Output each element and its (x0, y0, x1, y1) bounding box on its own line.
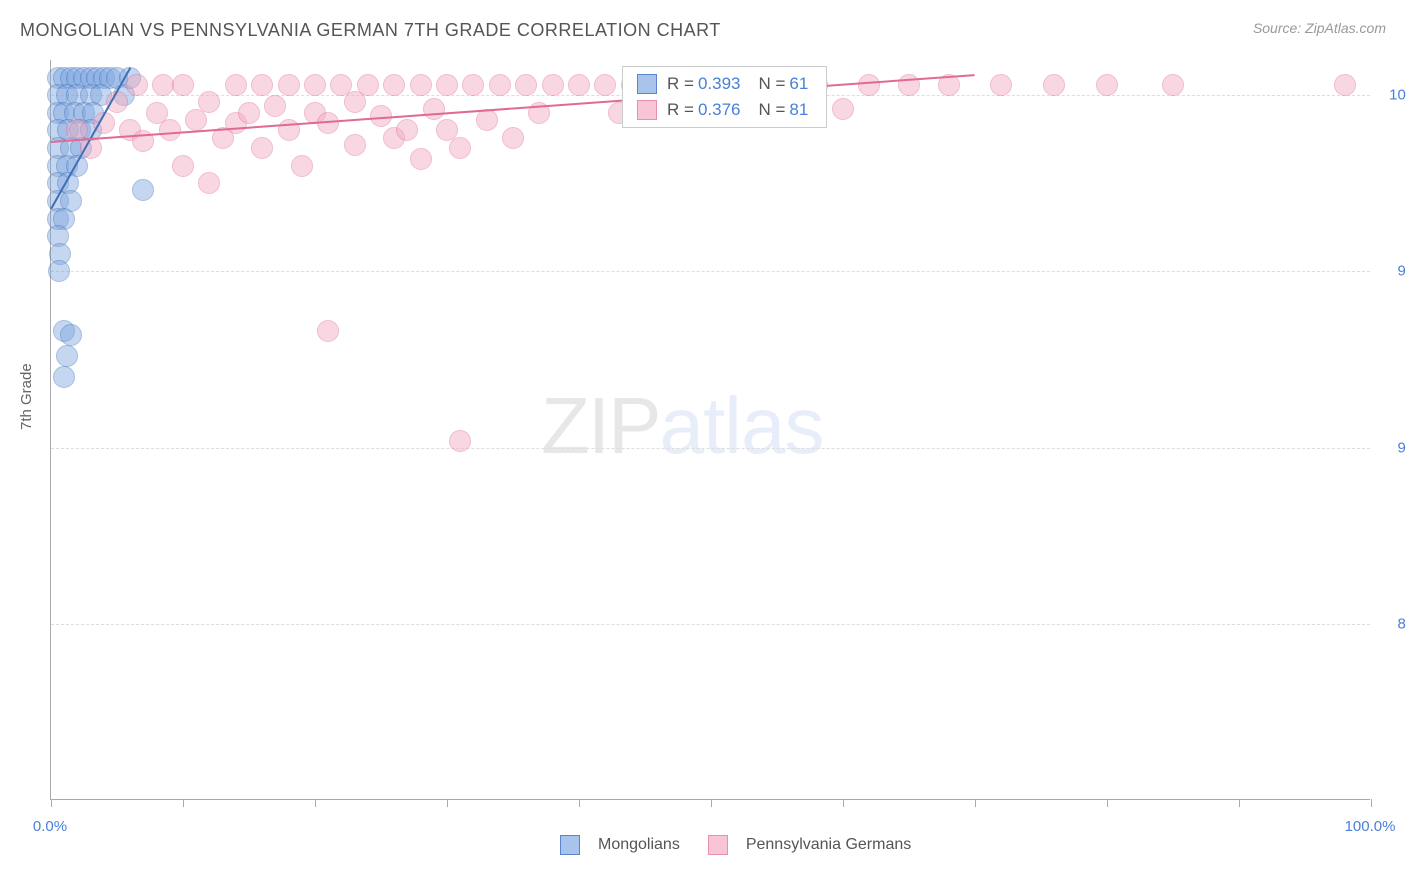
scatter-point (449, 137, 471, 159)
legend-r-value: 0.376 (698, 100, 741, 120)
x-tick (579, 799, 580, 807)
scatter-point (383, 74, 405, 96)
scatter-point (56, 345, 78, 367)
bottom-legend-label: Pennsylvania Germans (746, 836, 911, 854)
scatter-point (198, 172, 220, 194)
scatter-point (278, 74, 300, 96)
x-tick (1371, 799, 1372, 807)
scatter-point (357, 74, 379, 96)
y-tick-label: 100.0% (1380, 87, 1406, 104)
scatter-point (152, 74, 174, 96)
y-tick-label: 90.0% (1380, 439, 1406, 456)
legend-r-label: R = (667, 74, 694, 94)
scatter-point (1162, 74, 1184, 96)
y-tick-label: 85.0% (1380, 615, 1406, 632)
scatter-point (410, 74, 432, 96)
scatter-point (126, 74, 148, 96)
scatter-point (898, 74, 920, 96)
legend-r-label: R = (667, 100, 694, 120)
scatter-point (172, 74, 194, 96)
legend-n-value: 81 (789, 100, 808, 120)
legend-row: R = 0.376 N = 81 (623, 97, 826, 123)
x-tick (51, 799, 52, 807)
scatter-point (304, 74, 326, 96)
y-tick-label: 95.0% (1380, 263, 1406, 280)
scatter-point (832, 98, 854, 120)
gridline (51, 624, 1370, 625)
correlation-legend-box: R = 0.393 N = 61 R = 0.376 N = 81 (622, 66, 827, 128)
scatter-point (172, 155, 194, 177)
scatter-point (476, 109, 498, 131)
scatter-point (317, 320, 339, 342)
plot-area: ZIPatlas 85.0%90.0%95.0%100.0% (50, 60, 1370, 800)
chart-container: MONGOLIAN VS PENNSYLVANIA GERMAN 7TH GRA… (0, 0, 1406, 892)
scatter-point (159, 119, 181, 141)
bottom-legend-item: Mongolians (560, 835, 680, 855)
scatter-point (1096, 74, 1118, 96)
legend-swatch (560, 835, 580, 855)
x-tick-label: 100.0% (1345, 818, 1396, 835)
scatter-point (198, 91, 220, 113)
y-axis-label: 7th Grade (18, 363, 35, 430)
scatter-point (1043, 74, 1065, 96)
scatter-point (344, 134, 366, 156)
legend-r-value: 0.393 (698, 74, 741, 94)
bottom-legend-item: Pennsylvania Germans (708, 835, 911, 855)
scatter-point (53, 366, 75, 388)
x-tick (447, 799, 448, 807)
x-tick (1239, 799, 1240, 807)
legend-n-label: N = (758, 100, 785, 120)
scatter-point (48, 260, 70, 282)
scatter-point (396, 119, 418, 141)
scatter-point (60, 324, 82, 346)
scatter-point (858, 74, 880, 96)
scatter-point (542, 74, 564, 96)
scatter-point (515, 74, 537, 96)
scatter-point (291, 155, 313, 177)
scatter-point (489, 74, 511, 96)
gridline (51, 271, 1370, 272)
scatter-point (132, 179, 154, 201)
scatter-point (238, 102, 260, 124)
bottom-legend-label: Mongolians (598, 836, 680, 854)
x-tick (975, 799, 976, 807)
gridline (51, 448, 1370, 449)
scatter-point (449, 430, 471, 452)
scatter-point (410, 148, 432, 170)
x-tick (183, 799, 184, 807)
scatter-point (225, 74, 247, 96)
x-tick (711, 799, 712, 807)
scatter-point (251, 137, 273, 159)
legend-swatch (708, 835, 728, 855)
chart-title: MONGOLIAN VS PENNSYLVANIA GERMAN 7TH GRA… (20, 20, 721, 41)
legend-swatch (637, 74, 657, 94)
series-legend: Mongolians Pennsylvania Germans (560, 835, 911, 855)
scatter-point (264, 95, 286, 117)
x-tick (843, 799, 844, 807)
scatter-point (502, 127, 524, 149)
legend-n-value: 61 (789, 74, 808, 94)
scatter-point (1334, 74, 1356, 96)
scatter-point (423, 98, 445, 120)
watermark-zip: ZIP (541, 381, 659, 470)
watermark-atlas: atlas (659, 381, 823, 470)
scatter-point (594, 74, 616, 96)
scatter-point (990, 74, 1012, 96)
legend-swatch (637, 100, 657, 120)
scatter-point (251, 74, 273, 96)
legend-row: R = 0.393 N = 61 (623, 71, 826, 97)
scatter-point (436, 74, 458, 96)
watermark: ZIPatlas (541, 380, 823, 472)
scatter-point (462, 74, 484, 96)
x-tick-label: 0.0% (33, 818, 67, 835)
x-tick (1107, 799, 1108, 807)
source-attribution: Source: ZipAtlas.com (1253, 20, 1386, 36)
scatter-point (568, 74, 590, 96)
legend-n-label: N = (758, 74, 785, 94)
x-tick (315, 799, 316, 807)
